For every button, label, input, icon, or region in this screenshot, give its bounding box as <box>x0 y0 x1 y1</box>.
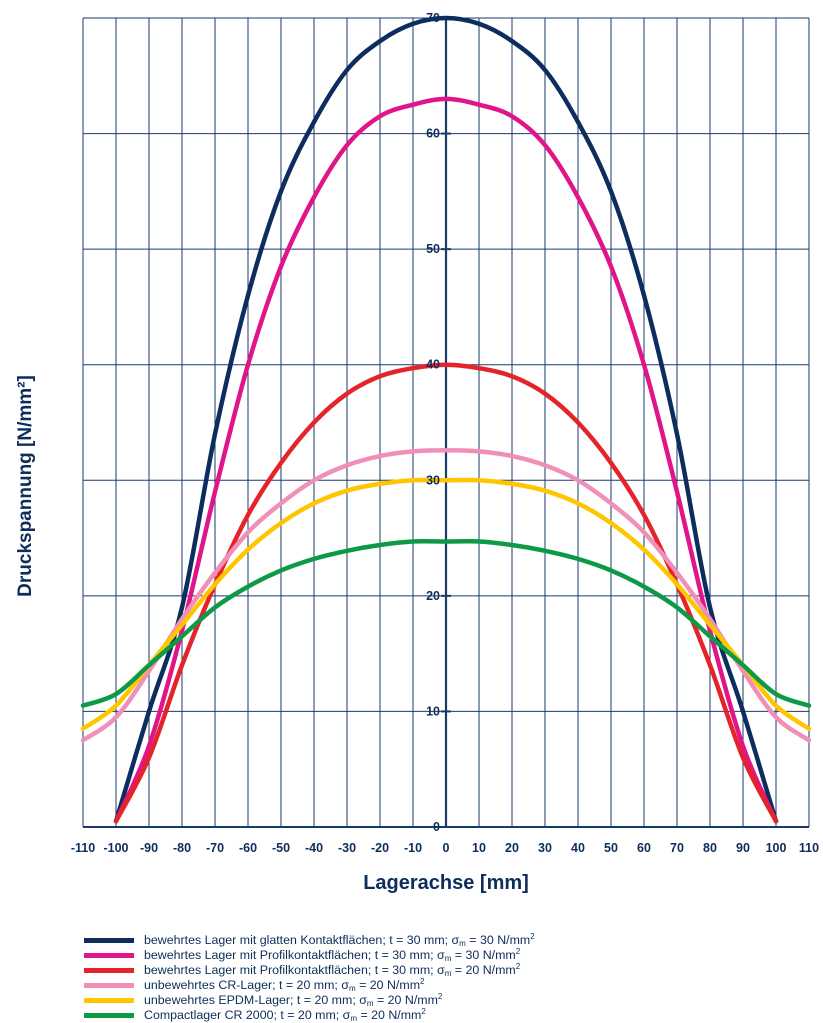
x-tick-label: -20 <box>371 841 389 855</box>
legend-item-3: bewehrtes Lager mit Profilkontaktflächen… <box>84 963 814 978</box>
x-tick-label: 100 <box>766 841 787 855</box>
legend-swatch <box>84 998 134 1003</box>
series-line-1 <box>113 15 779 824</box>
x-tick-label: 80 <box>703 841 717 855</box>
y-axis-label: Druckspannung [N/mm²] <box>15 375 36 597</box>
y-tick-label: 60 <box>426 127 440 141</box>
x-tick-label: -50 <box>272 841 290 855</box>
x-tick-label: 20 <box>505 841 519 855</box>
y-tick-label: 10 <box>426 704 440 718</box>
y-tick-label: 30 <box>426 473 440 487</box>
x-tick-label: 0 <box>443 841 450 855</box>
x-tick-label: -30 <box>338 841 356 855</box>
x-tick-label: -110 <box>71 841 95 855</box>
y-tick-label: 70 <box>426 11 440 25</box>
series-lines <box>80 15 812 824</box>
x-tick-label: -90 <box>140 841 158 855</box>
legend-label: unbewehrtes CR-Lager; t = 20 mm; σm = 20… <box>144 977 425 993</box>
x-tick-labels: -110 -100 -90 -80 -70 -60 -50 -40 -30 -20 -10 0 10 20… <box>71 841 819 855</box>
x-tick-label: 90 <box>736 841 750 855</box>
legend-item-4: unbewehrtes CR-Lager; t = 20 mm; σm = 20… <box>84 978 814 993</box>
legend-label: unbewehrtes EPDM-Lager; t = 20 mm; σm = … <box>144 992 443 1008</box>
legend-swatch <box>84 1013 134 1018</box>
series-line-5 <box>80 477 812 732</box>
legend: bewehrtes Lager mit glatten Kontaktfläch… <box>84 933 814 1023</box>
x-tick-label: -80 <box>173 841 191 855</box>
x-tick-label: -70 <box>206 841 224 855</box>
series-line-4 <box>80 447 812 743</box>
y-tick-label: 20 <box>426 589 440 603</box>
x-tick-label: 40 <box>571 841 585 855</box>
x-tick-label: -100 <box>103 841 128 855</box>
legend-swatch <box>84 983 134 988</box>
x-tick-label: 110 <box>799 841 819 855</box>
x-tick-label: -40 <box>305 841 323 855</box>
legend-label: bewehrtes Lager mit Profilkontaktflächen… <box>144 947 521 963</box>
legend-label: Compactlager CR 2000; t = 20 mm; σm = 20… <box>144 1007 426 1023</box>
x-tick-label: 10 <box>472 841 486 855</box>
legend-swatch <box>84 938 134 943</box>
series-line-6 <box>80 539 812 708</box>
legend-label: bewehrtes Lager mit glatten Kontaktfläch… <box>144 932 535 948</box>
y-tick-label: 50 <box>426 242 440 256</box>
legend-swatch <box>84 953 134 958</box>
legend-item-5: unbewehrtes EPDM-Lager; t = 20 mm; σm = … <box>84 993 814 1008</box>
series-line-2 <box>113 96 779 824</box>
x-tick-label: 70 <box>670 841 684 855</box>
y-tick-label: 0 <box>433 820 440 834</box>
y-tick-labels: 0 10 20 30 40 50 60 70 <box>426 11 440 834</box>
legend-swatch <box>84 968 134 973</box>
legend-label: bewehrtes Lager mit Profilkontaktflächen… <box>144 962 521 978</box>
legend-item-2: bewehrtes Lager mit Profilkontaktflächen… <box>84 948 814 963</box>
x-tick-label: 30 <box>538 841 552 855</box>
x-tick-label: 50 <box>604 841 618 855</box>
grid <box>82 17 810 828</box>
x-axis-label: Lagerachse [mm] <box>363 872 529 894</box>
legend-item-1: bewehrtes Lager mit glatten Kontaktfläch… <box>84 933 814 948</box>
x-tick-label: -10 <box>404 841 422 855</box>
y-tick-label: 40 <box>426 358 440 372</box>
x-tick-label: 60 <box>637 841 651 855</box>
x-tick-label: -60 <box>239 841 257 855</box>
legend-item-6: Compactlager CR 2000; t = 20 mm; σm = 20… <box>84 1008 814 1023</box>
